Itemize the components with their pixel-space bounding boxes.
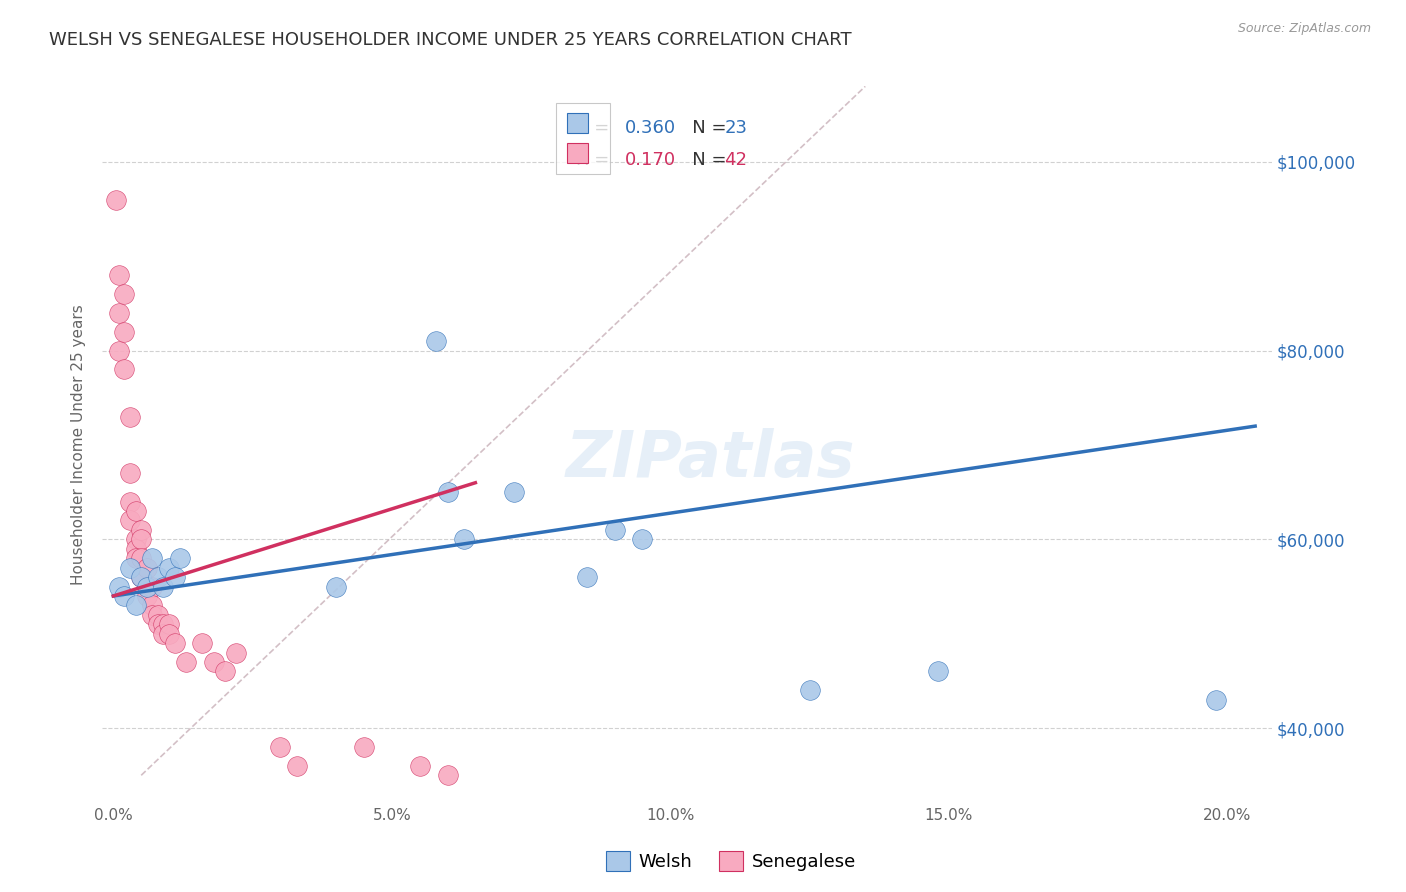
Point bbox=[408, 759, 430, 773]
Point bbox=[120, 514, 142, 528]
Point bbox=[135, 589, 157, 603]
Point bbox=[135, 580, 157, 594]
Point bbox=[108, 580, 131, 594]
Legend: , : , bbox=[555, 103, 610, 174]
Point bbox=[269, 739, 291, 754]
Point bbox=[124, 551, 146, 566]
Point bbox=[120, 409, 142, 424]
Point bbox=[108, 306, 131, 320]
Point bbox=[503, 485, 526, 500]
Point bbox=[141, 607, 163, 622]
Point bbox=[202, 655, 225, 669]
Point bbox=[114, 325, 136, 339]
Text: ZIPatlas: ZIPatlas bbox=[565, 428, 855, 491]
Text: R =: R = bbox=[576, 119, 620, 136]
Point bbox=[1205, 693, 1227, 707]
Point bbox=[436, 485, 458, 500]
Point bbox=[152, 617, 174, 632]
Point bbox=[191, 636, 214, 650]
Point bbox=[108, 268, 131, 282]
Point bbox=[141, 551, 163, 566]
Point bbox=[285, 759, 308, 773]
Point bbox=[129, 523, 152, 537]
Point bbox=[927, 665, 949, 679]
Y-axis label: Householder Income Under 25 years: Householder Income Under 25 years bbox=[72, 304, 86, 585]
Text: N =: N = bbox=[675, 151, 733, 169]
Point bbox=[325, 580, 347, 594]
Point bbox=[157, 617, 180, 632]
Point bbox=[146, 570, 169, 584]
Point bbox=[135, 560, 157, 574]
Legend: Welsh, Senegalese: Welsh, Senegalese bbox=[599, 844, 863, 879]
Point bbox=[603, 523, 626, 537]
Point bbox=[129, 570, 152, 584]
Point bbox=[225, 646, 247, 660]
Point bbox=[124, 533, 146, 547]
Point bbox=[108, 343, 131, 358]
Point bbox=[105, 193, 128, 207]
Point bbox=[799, 683, 821, 698]
Text: WELSH VS SENEGALESE HOUSEHOLDER INCOME UNDER 25 YEARS CORRELATION CHART: WELSH VS SENEGALESE HOUSEHOLDER INCOME U… bbox=[49, 31, 852, 49]
Point bbox=[141, 580, 163, 594]
Point bbox=[141, 599, 163, 613]
Point bbox=[146, 617, 169, 632]
Point bbox=[129, 551, 152, 566]
Point bbox=[129, 570, 152, 584]
Text: 42: 42 bbox=[724, 151, 748, 169]
Point bbox=[169, 551, 191, 566]
Point bbox=[152, 580, 174, 594]
Point bbox=[157, 560, 180, 574]
Point bbox=[120, 560, 142, 574]
Text: R =: R = bbox=[576, 151, 620, 169]
Point bbox=[120, 494, 142, 508]
Point bbox=[575, 570, 598, 584]
Point bbox=[114, 589, 136, 603]
Point bbox=[114, 362, 136, 376]
Point bbox=[124, 599, 146, 613]
Text: Source: ZipAtlas.com: Source: ZipAtlas.com bbox=[1237, 22, 1371, 36]
Point bbox=[436, 768, 458, 782]
Point bbox=[129, 533, 152, 547]
Point bbox=[174, 655, 197, 669]
Point bbox=[631, 533, 654, 547]
Text: 0.170: 0.170 bbox=[626, 151, 676, 169]
Point bbox=[214, 665, 236, 679]
Text: N =: N = bbox=[675, 119, 733, 136]
Point bbox=[120, 467, 142, 481]
Point bbox=[453, 533, 475, 547]
Text: 0.360: 0.360 bbox=[626, 119, 676, 136]
Text: 23: 23 bbox=[724, 119, 748, 136]
Point bbox=[425, 334, 447, 348]
Point bbox=[163, 570, 186, 584]
Point bbox=[124, 504, 146, 518]
Point bbox=[152, 626, 174, 640]
Point bbox=[353, 739, 375, 754]
Point bbox=[163, 636, 186, 650]
Point bbox=[124, 541, 146, 556]
Point bbox=[114, 287, 136, 301]
Point bbox=[146, 607, 169, 622]
Point bbox=[157, 626, 180, 640]
Point bbox=[135, 580, 157, 594]
